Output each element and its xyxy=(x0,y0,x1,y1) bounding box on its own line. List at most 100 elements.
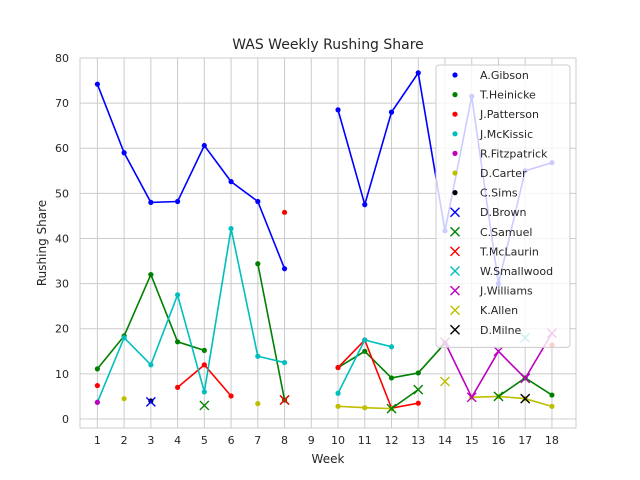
series-line xyxy=(524,377,553,396)
x-axis-title: Week xyxy=(312,452,345,466)
data-point xyxy=(148,362,154,368)
data-point xyxy=(362,337,368,343)
data-point xyxy=(335,390,341,396)
data-point xyxy=(439,376,450,387)
legend-label: C.Samuel xyxy=(480,226,532,239)
data-point xyxy=(121,335,127,341)
legend-item: J.Patterson xyxy=(452,108,539,121)
legend-label: A.Gibson xyxy=(480,69,529,82)
tick-labels: 1 2 3 4 5 6 7 8 9 10 11 12 13 14 15 16 17 180102030405060… xyxy=(55,52,559,447)
legend-marker xyxy=(450,305,460,316)
legend-marker xyxy=(450,226,460,237)
y-tick-label: 60 xyxy=(55,142,69,155)
legend-label: D.Milne xyxy=(480,324,522,337)
legend-marker xyxy=(450,266,460,276)
series-layer xyxy=(94,70,557,414)
data-point xyxy=(493,346,504,357)
data-point xyxy=(148,271,154,278)
data-point xyxy=(228,393,234,399)
data-point xyxy=(388,375,395,381)
data-point xyxy=(388,344,395,350)
legend: A.Gibson T.Heinicke J.Patterson J.McKissic R… xyxy=(435,64,571,348)
legend-label: J.McKissic xyxy=(479,128,533,141)
y-tick-label: 20 xyxy=(55,323,69,336)
legend-marker xyxy=(452,72,458,78)
data-point xyxy=(201,347,207,353)
data-point xyxy=(201,362,207,368)
series-line xyxy=(471,395,553,408)
series-K.Allen xyxy=(439,376,450,387)
x-tick-label: 17 xyxy=(518,434,532,447)
series-J.McKissic xyxy=(94,225,395,405)
legend-marker xyxy=(452,190,458,196)
legend-item: D.Carter xyxy=(452,167,527,180)
y-tick-label: 10 xyxy=(55,368,69,381)
data-point xyxy=(549,403,555,409)
data-point xyxy=(493,391,504,402)
data-point xyxy=(201,389,207,395)
legend-label: C.Sims xyxy=(480,187,518,200)
x-tick-label: 10 xyxy=(331,434,345,447)
legend-item: D.Brown xyxy=(450,206,527,219)
y-tick-label: 70 xyxy=(55,97,69,110)
series-line xyxy=(96,83,286,270)
data-point xyxy=(199,400,210,411)
legend-box xyxy=(435,64,571,348)
data-point xyxy=(174,292,181,298)
x-tick-label: 7 xyxy=(254,434,261,447)
legend-item: D.Milne xyxy=(450,324,522,337)
data-point xyxy=(279,395,290,406)
x-tick-label: 13 xyxy=(411,434,425,447)
x-tick-label: 6 xyxy=(228,434,235,447)
series-line xyxy=(96,228,285,403)
series-D.Milne xyxy=(520,393,531,404)
y-axis-title: Rushing Share xyxy=(35,200,49,286)
x-tick-label: 12 xyxy=(385,434,399,447)
x-tick-label: 9 xyxy=(308,434,315,447)
y-tick-label: 0 xyxy=(62,413,69,426)
legend-label: K.Allen xyxy=(480,304,518,317)
legend-marker xyxy=(452,92,458,98)
data-point xyxy=(362,405,368,411)
legend-item: C.Sims xyxy=(452,187,518,200)
data-point xyxy=(415,400,421,406)
x-tick-label: 5 xyxy=(201,434,208,447)
legend-marker xyxy=(452,170,458,176)
legend-label: D.Brown xyxy=(480,206,527,219)
data-point xyxy=(145,396,156,407)
x-tick-label: 11 xyxy=(358,434,372,447)
legend-marker xyxy=(450,246,460,257)
data-point xyxy=(415,70,421,76)
series-R.Fitzpatrick xyxy=(94,399,100,405)
data-point xyxy=(94,382,100,389)
y-tick-label: 80 xyxy=(55,52,69,65)
legend-item: T.McLaurin xyxy=(450,245,539,258)
data-point xyxy=(228,179,234,185)
data-point xyxy=(281,209,288,215)
data-point xyxy=(388,109,395,115)
data-point xyxy=(94,81,100,87)
x-tick-label: 4 xyxy=(174,434,181,447)
plot-frame xyxy=(79,57,577,429)
legend-marker xyxy=(450,324,460,335)
series-D.Brown xyxy=(145,396,156,407)
legend-item: R.Fitzpatrick xyxy=(452,147,548,160)
data-point xyxy=(335,107,341,113)
series-line xyxy=(391,388,419,410)
legend-item: K.Allen xyxy=(450,304,518,317)
legend-label: T.Heinicke xyxy=(479,89,536,102)
data-point xyxy=(415,370,421,376)
series-line xyxy=(498,377,526,398)
data-point xyxy=(148,199,154,205)
data-point xyxy=(520,373,531,384)
y-tick-label: 40 xyxy=(55,232,69,245)
series-line xyxy=(337,338,419,410)
data-point xyxy=(255,261,261,267)
data-point xyxy=(362,348,368,354)
legend-marker xyxy=(450,207,460,218)
data-point xyxy=(174,384,181,390)
data-point xyxy=(255,198,261,205)
data-point xyxy=(413,384,424,395)
legend-label: J.Williams xyxy=(479,285,533,298)
